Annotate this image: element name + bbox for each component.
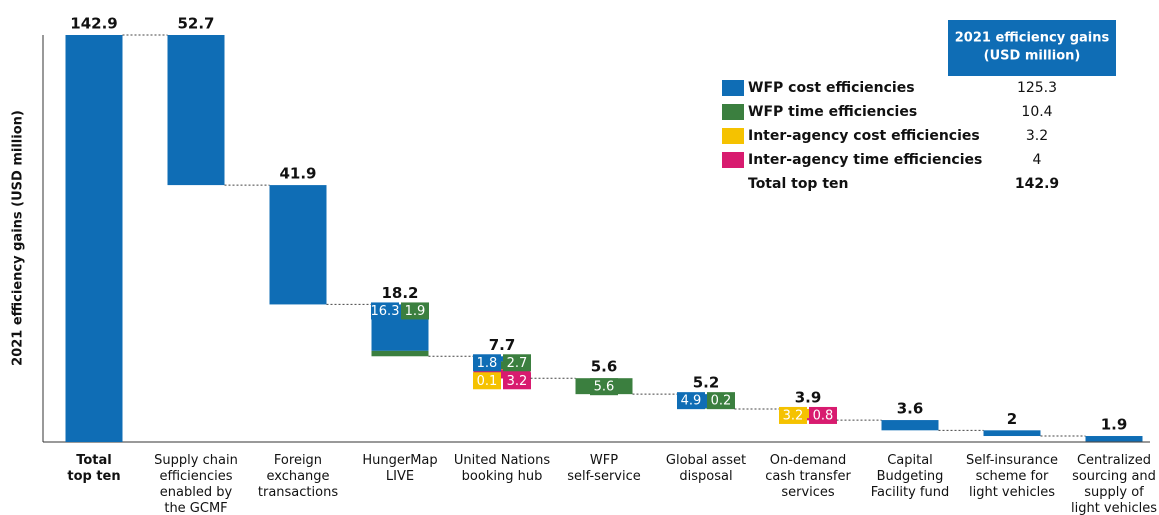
segment-label: 3.2 (507, 374, 528, 389)
label-box (401, 302, 429, 320)
label-box (707, 392, 735, 410)
legend-total-label: Total top ten (748, 176, 848, 192)
label-box (503, 372, 531, 390)
x-tick-label: Foreign exchange transactions (258, 453, 338, 500)
segment-label: 16.3 (371, 304, 400, 319)
bar-segment (167, 35, 225, 186)
legend-value: 10.4 (1021, 104, 1052, 120)
legend-label: Inter-agency time efficiencies (748, 152, 982, 168)
x-tick-label: HungerMap LIVE (362, 453, 437, 484)
bar-segment (371, 350, 429, 357)
total-bar (65, 35, 123, 442)
bar-total-label: 18.2 (381, 284, 418, 302)
bar-segment (983, 430, 1041, 437)
bar-total-label: 3.9 (795, 388, 822, 406)
segment-label: 0.2 (711, 394, 732, 409)
bar-total-label: 7.7 (489, 336, 516, 354)
x-tick-label: Global asset disposal (666, 453, 746, 484)
legend-title: 2021 efficiency gains (955, 31, 1110, 46)
legend-total: 142.9 (1015, 176, 1059, 192)
x-tick-label: Self-insurance scheme for light vehicles (966, 453, 1058, 500)
segment-label: 3.2 (783, 408, 804, 423)
bar-total-label: 5.2 (693, 374, 720, 392)
x-tick-label: Supply chain efficiencies enabled by the GC… (154, 453, 238, 515)
segment-label: 1.8 (477, 356, 498, 371)
legend-swatch (722, 152, 744, 168)
bar-segment (779, 418, 837, 421)
bar-segment (473, 356, 531, 362)
bar-segment (473, 369, 531, 379)
legend-swatch (722, 80, 744, 96)
bar-segment (677, 408, 735, 409)
legend-swatch (722, 104, 744, 120)
label-box (677, 392, 705, 410)
legend-header (948, 20, 1116, 76)
bar-segment (779, 408, 837, 419)
x-tick-label: Total top ten (67, 453, 120, 484)
x-tick-label: WFP self-service (567, 453, 641, 484)
label-box (590, 378, 618, 396)
label-box (503, 354, 531, 372)
segment-label: 2.7 (507, 356, 528, 371)
legend-label: Inter-agency cost efficiencies (748, 128, 980, 144)
legend-subtitle: (USD million) (984, 49, 1081, 64)
legend-label: WFP time efficiencies (748, 104, 917, 120)
bar-segment (1085, 436, 1143, 442)
x-tick-label: On-demand cash transfer services (765, 453, 851, 500)
bar-segment (269, 185, 327, 305)
legend-value: 125.3 (1017, 80, 1057, 96)
legend-label: WFP cost efficiencies (748, 80, 915, 96)
legend-value: 3.2 (1026, 128, 1048, 144)
segment-label: 4.9 (681, 394, 702, 409)
bar-total-label: 41.9 (279, 165, 316, 183)
segment-label: 5.6 (594, 380, 615, 395)
bar-total-label: 52.7 (177, 15, 214, 33)
segment-label: 1.9 (405, 304, 426, 319)
x-tick-label: United Nations booking hub (454, 453, 550, 484)
legend-value: 4 (1033, 152, 1042, 168)
bar-total-label: 1.9 (1101, 416, 1128, 434)
bar-total-label: 5.6 (591, 358, 618, 376)
segment-label: 0.1 (477, 374, 498, 389)
bar-total-label: 3.6 (897, 400, 924, 418)
y-axis-label: 2021 efficiency gains (USD million) (11, 110, 26, 366)
label-box (779, 406, 807, 424)
label-box (473, 354, 501, 372)
legend-swatch (722, 128, 744, 144)
bar-total-label: 2 (1007, 410, 1017, 428)
bar-segment (473, 361, 531, 370)
x-tick-label: Capital Budgeting Facility fund (871, 453, 949, 500)
label-box (473, 372, 501, 390)
label-box (809, 406, 837, 424)
total-label: 142.9 (70, 15, 117, 33)
bar-segment (881, 420, 939, 431)
bar-segment (473, 369, 531, 370)
label-box (371, 302, 399, 320)
x-tick-label: Centralized sourcing and supply of light ve… (1071, 453, 1157, 515)
segment-label: 0.8 (813, 408, 834, 423)
